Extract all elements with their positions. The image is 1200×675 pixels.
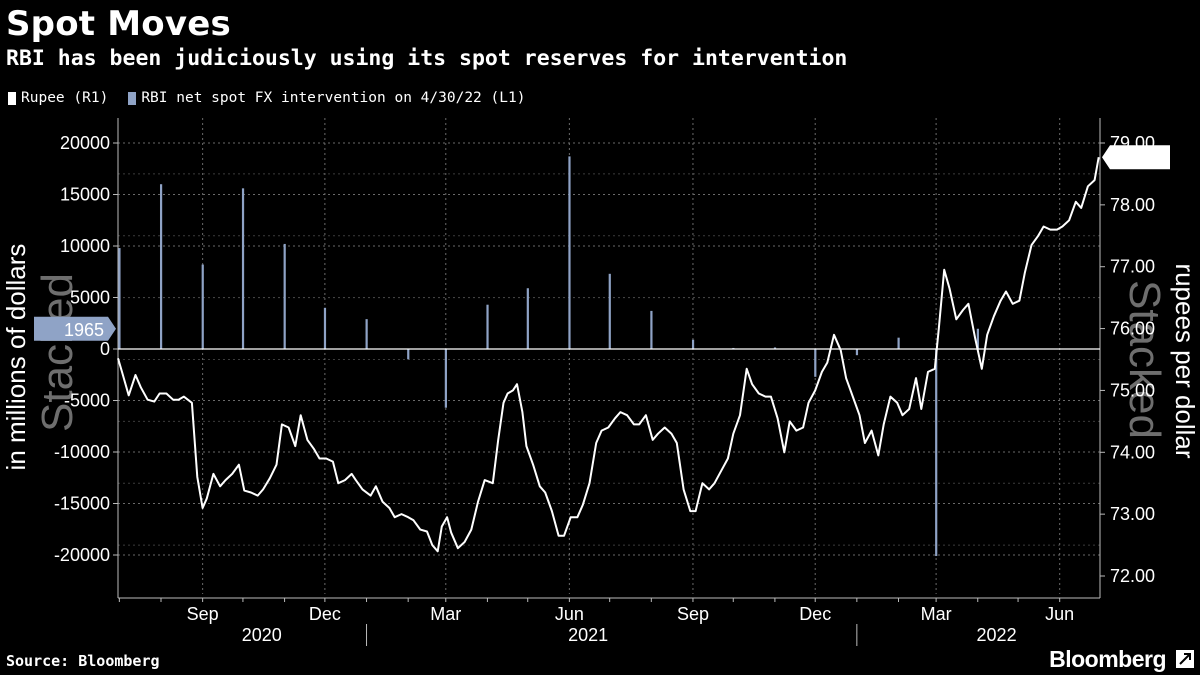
left-tick-label: -10000 (54, 442, 110, 462)
legend-label-intervention: RBI net spot FX intervention on 4/30/22 … (141, 90, 526, 106)
bar (201, 264, 204, 349)
legend: Rupee (R1) RBI net spot FX intervention … (8, 90, 525, 106)
chart-subtitle: RBI has been judiciously using its spot … (6, 46, 848, 71)
bar (118, 248, 121, 349)
x-month-label: Jun (555, 604, 584, 624)
left-value-flag-label: 1965 (64, 320, 104, 340)
left-tick-label: 0 (100, 339, 110, 359)
x-month-label: Sep (187, 604, 219, 624)
left-tick-label: 10000 (60, 236, 110, 256)
right-tick-label: 74.00 (1110, 442, 1155, 462)
legend-item-rupee[interactable]: Rupee (R1) (8, 90, 108, 106)
bar-series (118, 156, 979, 557)
bar (283, 243, 286, 349)
legend-item-intervention[interactable]: RBI net spot FX intervention on 4/30/22 … (128, 90, 525, 106)
right-value-flag (1102, 145, 1170, 170)
line-series (117, 157, 1100, 553)
x-month-label: Jun (1045, 604, 1074, 624)
right-tick-label: 78.00 (1110, 195, 1155, 215)
watermark-left: Stacked (33, 273, 82, 432)
bar (976, 328, 979, 349)
x-year-label: 2021 (568, 625, 608, 645)
bar (855, 349, 859, 356)
source-note: Source: Bloomberg (6, 652, 160, 670)
expand-icon[interactable] (1176, 650, 1194, 668)
bar (241, 188, 245, 349)
x-month-label: Dec (309, 604, 341, 624)
bar (935, 349, 938, 557)
rupee-line (117, 157, 1100, 553)
x-month-label: Dec (799, 604, 831, 624)
right-tick-label: 73.00 (1110, 504, 1155, 524)
left-tick-label: -15000 (54, 494, 110, 514)
x-month-label: Mar (430, 604, 461, 624)
bar (773, 347, 777, 349)
gridlines (117, 118, 1101, 599)
x-year-label: 2020 (242, 625, 282, 645)
bar (486, 304, 489, 349)
x-month-label: Mar (921, 604, 952, 624)
bar (650, 310, 653, 349)
bar (691, 339, 695, 349)
bar (897, 337, 900, 349)
bloomberg-logo: Bloomberg (1049, 646, 1166, 672)
left-tick-label: 20000 (60, 133, 110, 153)
expand-arrow-icon (1179, 653, 1191, 665)
bar (407, 349, 410, 360)
right-value-flag-label: 78.77 (1122, 148, 1167, 168)
left-tick-label: -5000 (64, 391, 110, 411)
legend-swatch-rupee (8, 91, 16, 105)
left-tick-label: 5000 (70, 288, 110, 308)
left-tick-label: 15000 (60, 185, 110, 205)
legend-label-rupee: Rupee (R1) (21, 90, 109, 106)
bar (365, 319, 368, 349)
bar (159, 184, 163, 349)
left-axis: 20000 15000 10000 5000 0 -5000 -10000 -15000 -20… (54, 133, 118, 565)
left-tick-label: -20000 (54, 545, 110, 565)
right-axis-title: rupees per dollar (1170, 263, 1200, 458)
left-value-flag (34, 316, 116, 341)
left-axis-title: in millions of dollars (1, 244, 31, 471)
chart-title: Spot Moves (6, 4, 231, 44)
bar (444, 349, 447, 408)
x-year-label: 2022 (977, 625, 1017, 645)
watermark-right: Stacked (1120, 280, 1169, 439)
bar (814, 349, 817, 377)
right-tick-label: 72.00 (1110, 566, 1155, 586)
x-axis: Sep Dec Mar Jun Sep Dec Mar Jun 2020 2021 2022 (118, 598, 1074, 646)
right-tick-label: 76.00 (1110, 319, 1155, 339)
bar (323, 307, 327, 349)
bar (568, 156, 571, 349)
bar (526, 288, 529, 349)
right-tick-label: 75.00 (1110, 380, 1155, 400)
legend-swatch-intervention (128, 91, 137, 105)
x-month-label: Sep (677, 604, 709, 624)
watermarks: Stacked Stacked (33, 273, 1169, 439)
right-tick-label: 77.00 (1110, 257, 1155, 277)
bar (608, 273, 611, 349)
last-value-flags: 1965 78.77 (34, 145, 1170, 341)
